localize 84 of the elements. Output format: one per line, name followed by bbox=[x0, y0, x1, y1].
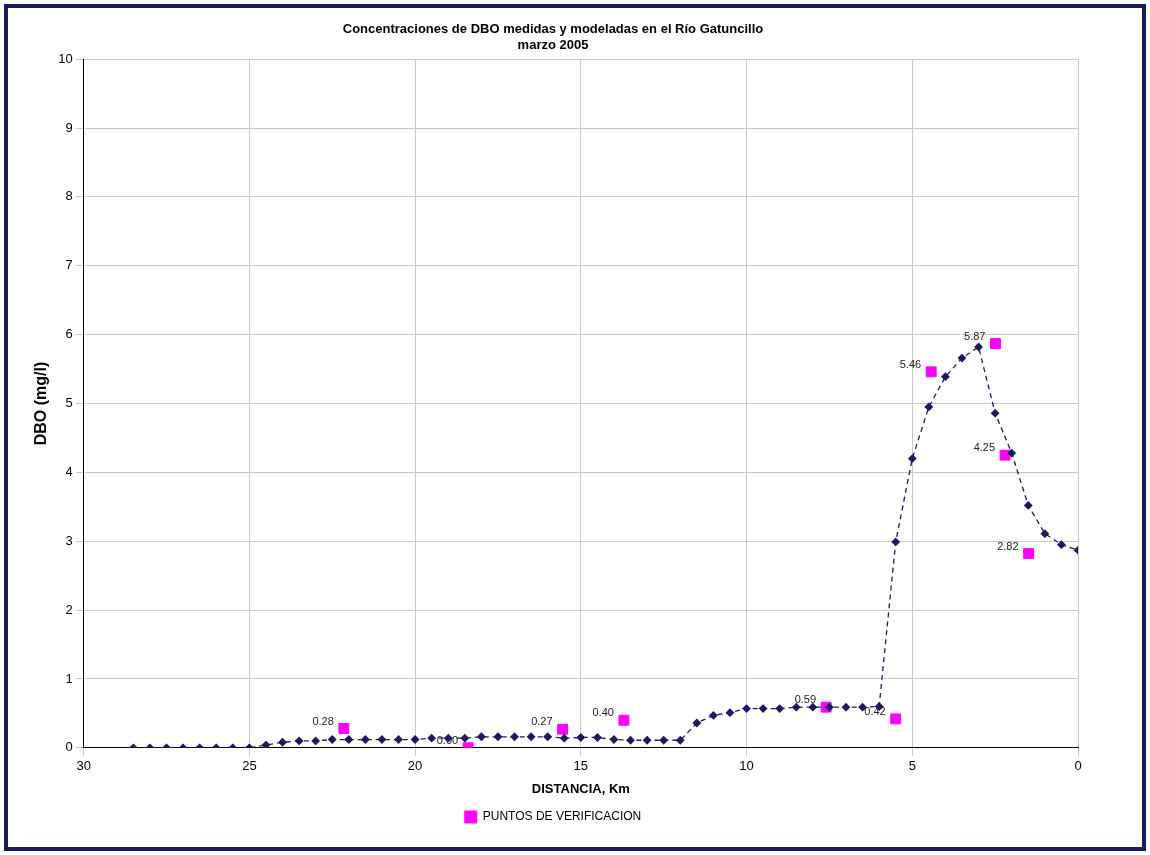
point bbox=[941, 372, 950, 381]
y-tick-label: 3 bbox=[65, 532, 73, 548]
point bbox=[925, 366, 937, 378]
point bbox=[924, 402, 933, 412]
data-label: 0.59 bbox=[794, 693, 817, 706]
point bbox=[427, 734, 436, 743]
y-tick-label: 5 bbox=[65, 395, 73, 411]
y-tick-label: 6 bbox=[65, 326, 73, 342]
point bbox=[618, 714, 630, 726]
point bbox=[792, 703, 801, 712]
point bbox=[593, 733, 602, 742]
point bbox=[891, 537, 900, 547]
point bbox=[294, 736, 304, 746]
point bbox=[742, 704, 751, 713]
point bbox=[526, 732, 536, 741]
point bbox=[1040, 529, 1050, 538]
point bbox=[725, 708, 735, 717]
chart-subtitle: marzo 2005 bbox=[517, 36, 589, 52]
y-tick-label: 2 bbox=[65, 601, 73, 617]
data-label: 2.82 bbox=[997, 539, 1019, 552]
point bbox=[311, 736, 320, 746]
y-tick-label: 0 bbox=[65, 739, 73, 755]
y-axis-title: DBO (mg/l) bbox=[32, 361, 50, 446]
data-label: 0.27 bbox=[531, 715, 553, 728]
point bbox=[692, 718, 701, 728]
point bbox=[576, 733, 585, 742]
point bbox=[825, 703, 834, 712]
point bbox=[261, 740, 271, 748]
data-label: 5.46 bbox=[899, 357, 922, 370]
point bbox=[560, 734, 569, 743]
point bbox=[626, 736, 635, 745]
data-label: 4.25 bbox=[973, 441, 996, 454]
point bbox=[775, 704, 784, 713]
x-tick-label: 30 bbox=[76, 758, 91, 774]
point bbox=[974, 342, 983, 352]
data-label: 0.28 bbox=[312, 714, 334, 727]
point bbox=[1023, 548, 1035, 560]
y-tick-label: 10 bbox=[58, 50, 73, 66]
point bbox=[957, 353, 967, 363]
point bbox=[841, 703, 851, 712]
point bbox=[328, 735, 337, 744]
point bbox=[410, 735, 420, 744]
y-tick-label: 9 bbox=[65, 119, 73, 135]
data-label: 0.42 bbox=[864, 704, 886, 717]
x-tick-label: 0 bbox=[1074, 758, 1082, 774]
point bbox=[557, 723, 569, 735]
x-axis-title: DISTANCIA, Km bbox=[531, 780, 630, 796]
point bbox=[990, 338, 1001, 350]
x-tick-label: 25 bbox=[242, 758, 257, 774]
y-tick-label: 8 bbox=[65, 188, 73, 204]
point bbox=[642, 736, 652, 745]
x-tick-label: 5 bbox=[908, 758, 916, 774]
point bbox=[493, 732, 503, 741]
point bbox=[510, 732, 519, 741]
point bbox=[1024, 501, 1033, 510]
y-tick-label: 4 bbox=[65, 463, 73, 479]
point bbox=[890, 713, 902, 725]
point bbox=[338, 723, 350, 734]
point bbox=[477, 732, 486, 741]
y-tick-label: 7 bbox=[65, 257, 73, 273]
point bbox=[990, 408, 1000, 418]
point bbox=[1007, 448, 1016, 458]
x-tick-label: 20 bbox=[407, 758, 423, 774]
point bbox=[278, 738, 287, 747]
y-tick-label: 1 bbox=[65, 670, 73, 686]
point bbox=[460, 734, 469, 743]
chart-title: Concentraciones de DBO medidas y modeladas en el Río Gatuncillo bbox=[342, 21, 764, 37]
point bbox=[676, 736, 685, 745]
data-label: 0.40 bbox=[592, 706, 614, 719]
point bbox=[999, 449, 1011, 461]
point bbox=[758, 704, 768, 713]
legend-label: PUNTOS DE VERIFICACION bbox=[482, 809, 642, 824]
x-tick-label: 15 bbox=[573, 758, 589, 774]
x-tick-label: 10 bbox=[739, 758, 754, 774]
point bbox=[1057, 540, 1066, 549]
point bbox=[543, 732, 552, 741]
point bbox=[709, 711, 718, 720]
point bbox=[361, 735, 370, 744]
point bbox=[344, 735, 353, 744]
point bbox=[908, 454, 917, 463]
point bbox=[659, 736, 668, 745]
data-label: 5.87 bbox=[964, 329, 986, 342]
point bbox=[394, 735, 403, 744]
point bbox=[808, 703, 817, 712]
